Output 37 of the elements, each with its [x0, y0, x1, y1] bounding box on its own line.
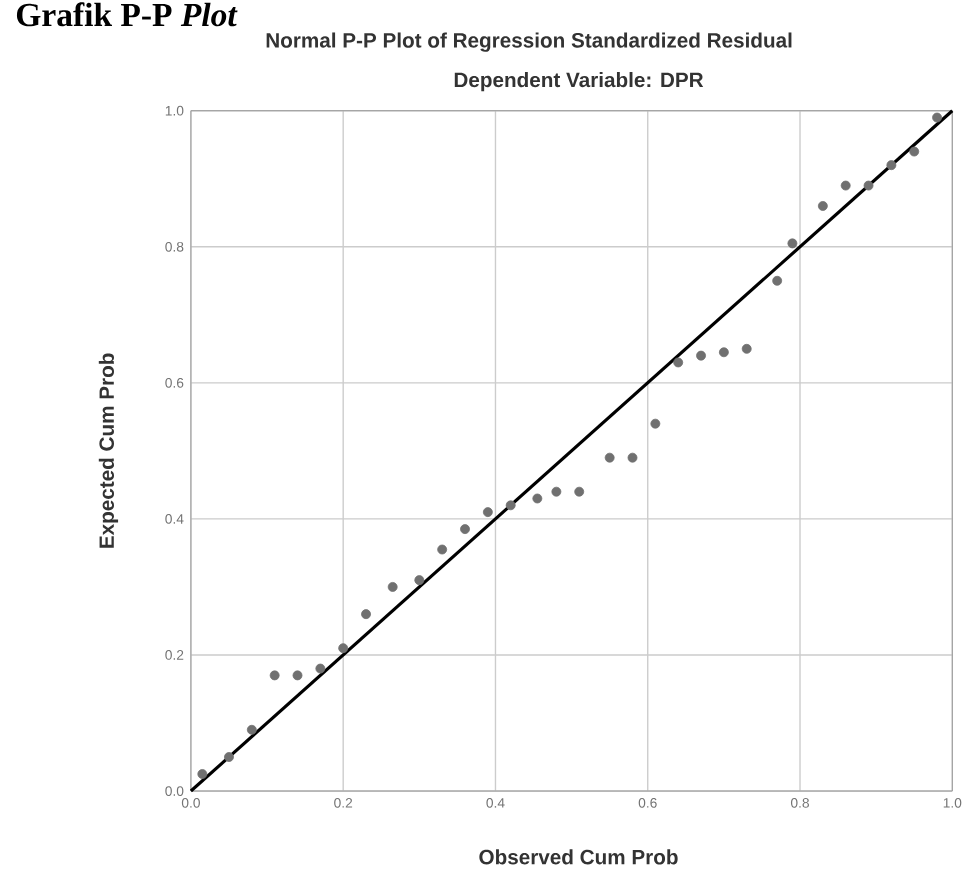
point: [718, 347, 729, 358]
chart-subtitle: Dependent Variable: DPR: [454, 72, 704, 92]
y-axis-title: Expected Cum Prob: [98, 353, 119, 548]
point: [650, 418, 661, 429]
point: [772, 275, 783, 286]
point: [551, 486, 562, 497]
x-axis-title: Observed Cum Prob: [479, 849, 678, 865]
chart-title: Normal P-P Plot of Regression Standardized Residual: [266, 32, 792, 52]
point: [437, 544, 448, 555]
point: [338, 643, 349, 654]
point: [817, 201, 828, 211]
point: [315, 663, 326, 674]
point: [269, 670, 280, 681]
point: [460, 524, 470, 535]
point: [863, 180, 874, 191]
point: [627, 452, 638, 463]
point: [604, 452, 615, 463]
point: [532, 493, 543, 504]
text: Grafik P-P Plot: [16, 2, 238, 27]
point: [224, 752, 234, 762]
point: [482, 507, 493, 518]
point: [505, 500, 516, 511]
point: [197, 769, 208, 779]
point: [387, 582, 398, 592]
point: [932, 112, 942, 123]
point: [574, 486, 585, 497]
point: [696, 350, 706, 361]
point: [292, 670, 303, 681]
point: [840, 180, 851, 191]
point: [673, 357, 684, 368]
point: [787, 238, 798, 249]
point: [741, 343, 752, 354]
point: [886, 160, 897, 171]
point: [246, 724, 257, 735]
point: [909, 146, 920, 157]
point: [414, 575, 425, 586]
point: [361, 609, 371, 620]
